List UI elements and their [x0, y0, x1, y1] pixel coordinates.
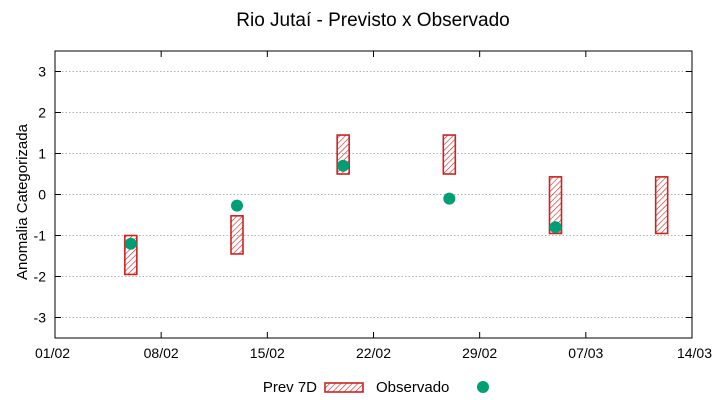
- x-tick-label: 08/02: [144, 345, 179, 361]
- observado-point: [549, 221, 562, 234]
- prev-7d-box: [442, 134, 457, 175]
- legend-label-prev: Prev 7D: [263, 379, 317, 396]
- prev-7d-box: [654, 176, 669, 235]
- observado-point: [124, 237, 137, 250]
- x-tick-label: 14/03: [677, 345, 712, 361]
- prev-7d-series: [124, 134, 669, 276]
- y-tick-label: -3: [34, 310, 47, 326]
- prev-7d-box: [230, 215, 244, 255]
- y-tick-label: -2: [34, 269, 47, 285]
- y-tick-label: -1: [34, 228, 47, 244]
- x-tick-label: 07/03: [568, 345, 603, 361]
- y-tick-label: 3: [38, 64, 46, 80]
- x-tick-label: 29/02: [462, 345, 497, 361]
- observado-point: [337, 159, 350, 172]
- legend-swatch-observado: [477, 381, 489, 393]
- legend: Prev 7D Observado: [263, 379, 489, 396]
- x-tick-label: 15/02: [250, 345, 285, 361]
- y-tick-label: 1: [38, 146, 46, 162]
- legend-label-observado: Observado: [376, 379, 449, 396]
- prev-7d-box: [548, 176, 563, 235]
- y-axis-label: Anomalia Categorizada: [14, 123, 31, 280]
- observado-point: [231, 199, 243, 212]
- y-tick-label: 2: [38, 105, 46, 121]
- legend-swatch-prev: [324, 382, 364, 393]
- y-tick-label: 0: [38, 187, 46, 203]
- x-tick-label: 01/02: [35, 345, 70, 361]
- axis-ticks: -3 -2 -1 0 1 2 3 01/02 08/02 15/02 22/02 29/02 07/03…: [34, 51, 712, 361]
- observado-series: [124, 159, 562, 250]
- x-tick-label: 22/02: [356, 345, 391, 361]
- gridlines: [55, 71, 692, 318]
- observado-point: [443, 192, 456, 205]
- chart-title: Rio Jutaí - Previsto x Observado: [236, 10, 510, 31]
